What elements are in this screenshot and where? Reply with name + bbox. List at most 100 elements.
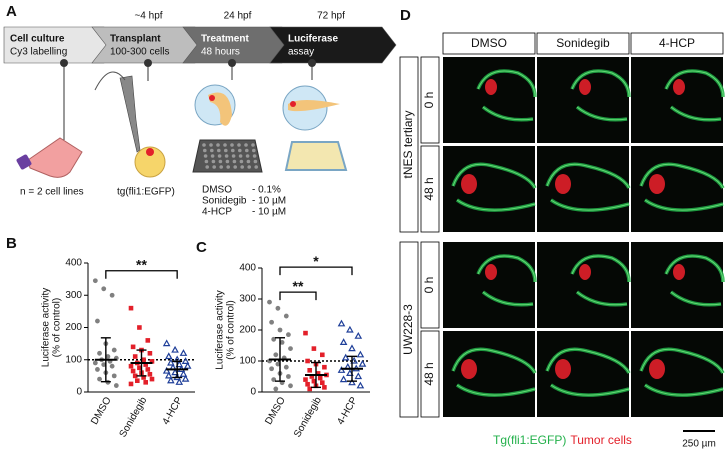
time-box bbox=[420, 241, 440, 329]
note: n = 2 cell lines bbox=[20, 187, 84, 198]
significance-label: ** bbox=[136, 256, 147, 272]
plate-well bbox=[209, 143, 213, 147]
data-point bbox=[101, 362, 107, 367]
data-point bbox=[322, 364, 327, 370]
vasculature bbox=[452, 163, 536, 211]
vasculature bbox=[665, 255, 724, 306]
legend-label: Tg(fli1:EGFP) bbox=[493, 433, 566, 447]
data-point bbox=[279, 340, 285, 345]
micrograph bbox=[443, 57, 535, 143]
data-point bbox=[273, 386, 279, 392]
micrograph bbox=[631, 146, 723, 232]
vasculature bbox=[546, 163, 630, 211]
larva-icon bbox=[288, 100, 340, 112]
panel-label: A bbox=[6, 3, 17, 20]
data-point bbox=[303, 377, 308, 382]
plate-well bbox=[233, 165, 237, 169]
vasculature bbox=[571, 255, 630, 306]
micrograph bbox=[631, 242, 723, 328]
vasculature bbox=[477, 70, 536, 121]
data-point bbox=[128, 305, 134, 311]
tumor-cells bbox=[579, 79, 591, 95]
data-point bbox=[95, 367, 100, 372]
y-axis-label: Luciferase activity bbox=[41, 288, 52, 367]
data-point bbox=[109, 363, 115, 369]
data-point bbox=[111, 347, 117, 353]
plate-well bbox=[231, 154, 236, 158]
vasculature bbox=[571, 70, 630, 121]
data-point bbox=[175, 378, 184, 385]
plate-well bbox=[244, 143, 248, 147]
tumor-cells bbox=[649, 174, 665, 194]
time-box bbox=[420, 330, 440, 418]
plate-well bbox=[252, 148, 256, 153]
row-group-label: UW228-3 bbox=[401, 304, 415, 355]
x-tick-label: DMSO bbox=[89, 395, 114, 427]
plate-well bbox=[210, 154, 215, 158]
step-detail: Cy3 labelling bbox=[10, 47, 67, 58]
data-point bbox=[320, 380, 325, 385]
vasculature bbox=[665, 70, 724, 121]
data-point bbox=[339, 338, 348, 345]
plate-well bbox=[203, 148, 207, 153]
significance-label: * bbox=[313, 253, 319, 269]
data-point bbox=[309, 374, 315, 379]
data-point bbox=[269, 366, 274, 372]
plate-well bbox=[247, 165, 251, 169]
tumor-cells bbox=[673, 264, 685, 280]
plate-well bbox=[252, 154, 257, 158]
data-point bbox=[317, 375, 323, 381]
data-point bbox=[337, 319, 346, 327]
data-point bbox=[320, 352, 325, 358]
data-point bbox=[269, 319, 274, 325]
significance-bracket bbox=[279, 291, 317, 301]
data-point bbox=[348, 344, 356, 352]
embryo-cells bbox=[146, 148, 154, 156]
column-header-box bbox=[630, 32, 724, 55]
data-point bbox=[275, 361, 281, 367]
data-point bbox=[179, 370, 188, 377]
data-point bbox=[137, 325, 142, 330]
data-point bbox=[135, 378, 140, 384]
data-point bbox=[286, 332, 291, 338]
data-point bbox=[101, 286, 107, 292]
column-header-box bbox=[536, 32, 630, 55]
data-point bbox=[288, 346, 293, 351]
plate-well bbox=[224, 148, 228, 153]
y-axis-label: Luciferase activity bbox=[215, 290, 226, 369]
data-point bbox=[147, 371, 153, 377]
data-point bbox=[92, 278, 98, 284]
data-point bbox=[130, 344, 136, 350]
data-point bbox=[105, 354, 111, 359]
data-point bbox=[97, 350, 102, 356]
data-point bbox=[181, 374, 190, 382]
row-group-label: tNES tertiary bbox=[401, 110, 415, 178]
step-time: 24 hpf bbox=[224, 11, 252, 22]
flask-cap bbox=[16, 154, 32, 170]
data-point bbox=[167, 376, 175, 384]
data-point bbox=[145, 338, 151, 343]
y-tick-label: 200 bbox=[65, 322, 82, 333]
data-point bbox=[350, 356, 358, 364]
data-point bbox=[346, 325, 354, 333]
data-point bbox=[315, 371, 321, 376]
data-point bbox=[303, 330, 308, 336]
tumor-cells bbox=[555, 174, 571, 194]
panel-label: D bbox=[400, 7, 411, 24]
plate-well bbox=[212, 165, 216, 169]
y-tick-label: 0 bbox=[76, 387, 82, 398]
vasculature bbox=[546, 348, 630, 396]
y-axis-label: (% of control) bbox=[52, 298, 63, 357]
y-tick-label: 300 bbox=[65, 290, 82, 301]
data-point bbox=[113, 383, 119, 388]
data-point bbox=[267, 299, 272, 305]
data-point bbox=[358, 359, 367, 367]
plate-well bbox=[224, 154, 229, 158]
data-point bbox=[164, 352, 173, 360]
row-group-box bbox=[399, 241, 419, 418]
treatment-drug: 4-HCP bbox=[202, 207, 232, 218]
data-point bbox=[348, 378, 356, 386]
y-tick-label: 400 bbox=[65, 258, 82, 269]
step-title: Transplant bbox=[110, 34, 161, 45]
